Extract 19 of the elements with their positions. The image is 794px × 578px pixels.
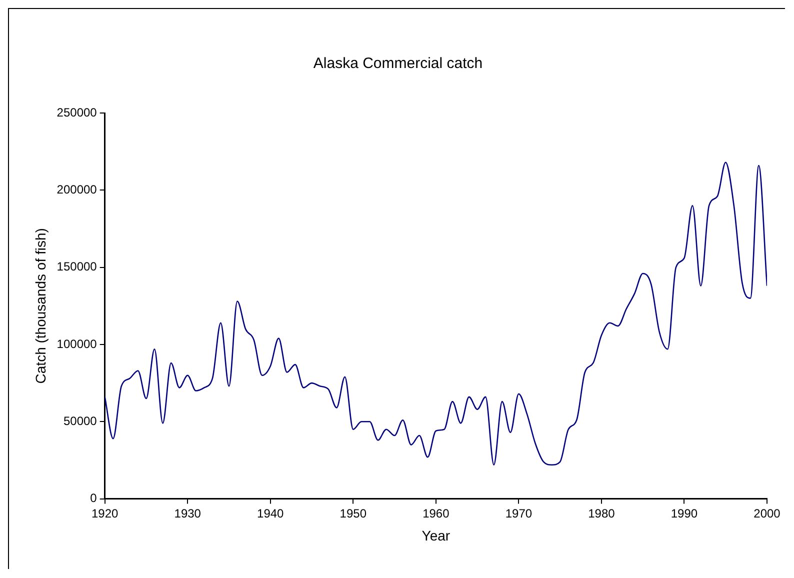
x-tick-label: 1980 [588, 506, 616, 520]
x-tick-label: 2000 [754, 506, 781, 520]
y-tick-label: 50000 [63, 414, 98, 428]
x-tick-label: 1970 [505, 506, 532, 520]
x-tick-label: 1950 [340, 506, 367, 520]
y-tick-label: 100000 [56, 336, 98, 351]
y-tick-label: 200000 [56, 182, 98, 196]
line-series [104, 162, 767, 466]
y-tick-label: 150000 [56, 260, 98, 274]
x-tick-label: 1920 [91, 506, 119, 520]
x-tick-label: 1940 [257, 506, 284, 520]
x-tick-label: 1960 [422, 506, 450, 520]
y-tick-label: 0 [90, 491, 98, 506]
chart-title: Alaska Commercial catch [313, 55, 483, 72]
x-tick-label: 1930 [174, 506, 202, 520]
x-tick-label: 1990 [670, 506, 698, 520]
y-axis-title: Catch (thousands of fish) [32, 228, 48, 384]
y-tick-label: 250000 [56, 105, 98, 120]
x-axis-title: Year [422, 527, 450, 544]
